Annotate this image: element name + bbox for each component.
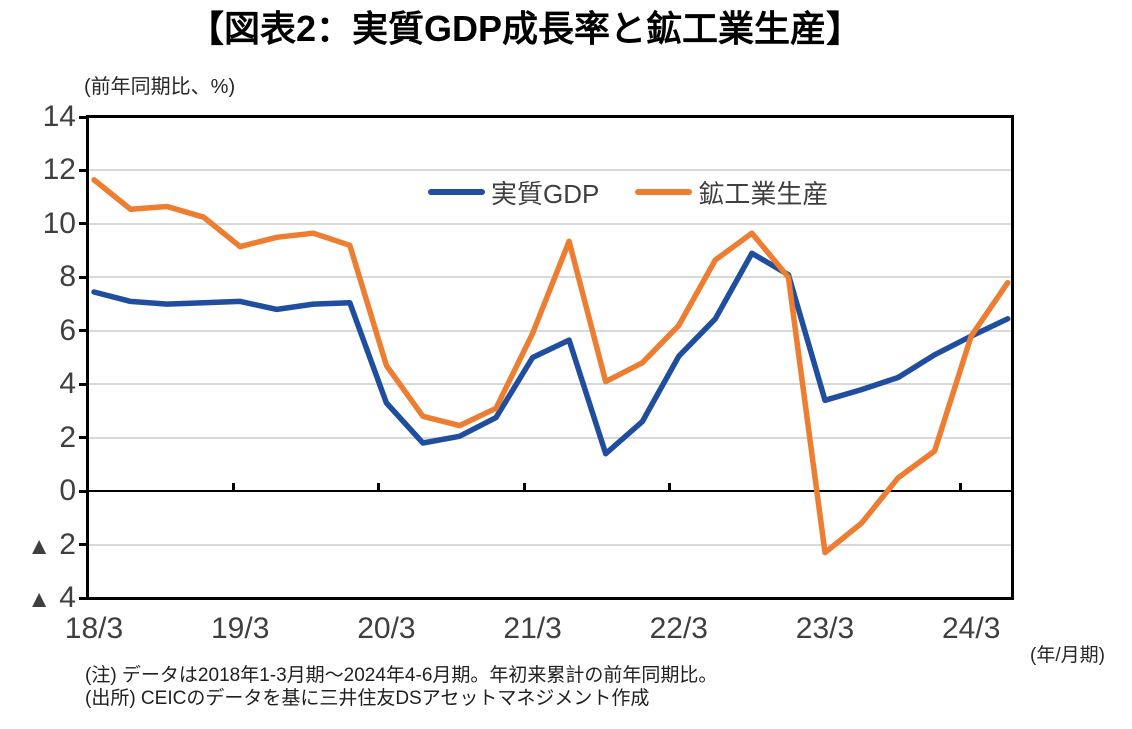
y-axis-tick [79, 436, 88, 440]
y-axis-tick [79, 329, 88, 333]
x-axis-label: 20/3 [357, 612, 416, 645]
gridline [88, 543, 1012, 546]
y-axis-tick [79, 382, 88, 386]
y-axis-label: 2 [59, 420, 76, 454]
negative-sign-triangle-icon: ▲ [27, 532, 51, 560]
y-axis-label: 8 [59, 260, 76, 294]
y-axis-label: ▲ 2 [27, 527, 76, 561]
y-axis-label: 12 [42, 153, 76, 187]
note-data-range: (注) データは2018年1-3月期～2024年4-6月期。年初来累計の前年同期… [85, 665, 718, 686]
plot-area: 実質GDP 鉱工業生産 [86, 115, 1014, 600]
y-axis-label: 4 [59, 367, 76, 401]
x-axis-tick [958, 483, 962, 492]
real-gdp-line [91, 250, 1011, 457]
gridline [88, 383, 1012, 386]
series-lines [91, 177, 1011, 556]
x-axis-label: 23/3 [795, 612, 855, 645]
x-axis-tick [231, 483, 235, 492]
y-axis-tick [79, 115, 88, 119]
x-axis-label: 24/3 [941, 612, 1001, 645]
y-axis-label: 14 [42, 100, 76, 133]
x-axis-label: 18/3 [64, 612, 124, 645]
negative-sign-triangle-icon: ▲ [27, 586, 51, 613]
y-axis-label: 0 [59, 474, 76, 508]
gridline [88, 276, 1012, 279]
x-axis-tick [522, 483, 526, 492]
industrial-production-line [91, 177, 1011, 556]
y-axis-label: ▲ 4 [27, 581, 76, 614]
y-axis-tick [79, 596, 88, 600]
gridline [88, 436, 1012, 439]
y-axis-label: 6 [59, 313, 76, 347]
zero-axis-line [88, 490, 1012, 493]
gdp-legend-line-swatch [428, 189, 485, 195]
y-axis-unit-label: (前年同期比、%) [84, 76, 236, 98]
x-axis-label: 22/3 [649, 612, 708, 645]
y-axis-tick [79, 222, 88, 226]
x-axis-label: 19/3 [210, 612, 270, 645]
legend: 実質GDP 鉱工業生産 [428, 176, 829, 209]
industrial-production-legend-label: 鉱工業生産 [698, 178, 829, 209]
y-axis-tick [79, 489, 88, 493]
y-axis-tick [79, 543, 88, 547]
x-axis-tick [668, 483, 672, 492]
chart-title: 【図表2：実質GDP成長率と鉱工業生産】 [187, 8, 863, 49]
gridline [88, 329, 1012, 332]
y-axis-tick [79, 275, 88, 279]
y-axis-tick [79, 168, 88, 172]
note-source: (出所) CEICのデータを基に三井住友DSアセットマネジメント作成 [85, 688, 650, 709]
y-axis-label: 10 [42, 206, 76, 240]
x-axis-unit-label: (年/月期) [1030, 645, 1105, 666]
footnotes: (注) データは2018年1-3月期～2024年4-6月期。年初来累計の前年同期… [85, 664, 717, 710]
gridline [88, 169, 1012, 172]
x-axis-label: 21/3 [503, 612, 562, 645]
gridline [88, 222, 1012, 225]
gdp-legend-label: 実質GDP [491, 178, 600, 209]
industrial-production-legend-line-swatch [635, 189, 693, 195]
x-axis-tick [377, 483, 381, 492]
